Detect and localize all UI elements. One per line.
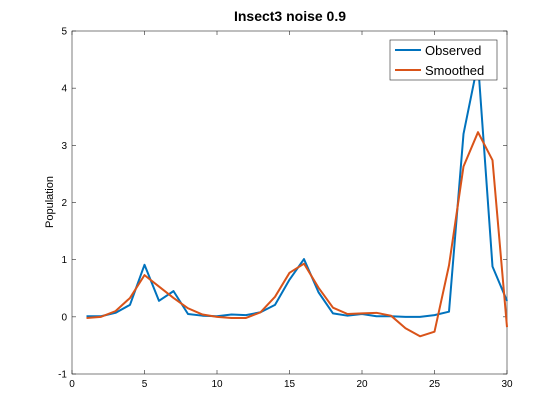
- series-line-smoothed: [86, 131, 508, 338]
- legend-box: [389, 39, 498, 81]
- y-tick-label: 1: [61, 255, 67, 266]
- y-tick-label: -1: [58, 370, 67, 381]
- x-tick-label: 25: [429, 379, 441, 390]
- plot-area: [71, 30, 508, 375]
- y-tick-label: 3: [61, 141, 67, 152]
- y-tick-label: 5: [61, 27, 67, 38]
- x-tick-label: 5: [142, 379, 148, 390]
- x-tick-label: 30: [501, 379, 513, 390]
- x-tick-label: 0: [69, 379, 75, 390]
- x-tick-label: 20: [356, 379, 368, 390]
- chart-title: Insect3 noise 0.9: [234, 8, 346, 24]
- legend-label-smoothed: Smoothed: [425, 63, 484, 78]
- y-tick-label: 4: [61, 84, 67, 95]
- x-tick-label: 10: [211, 379, 223, 390]
- y-tick-label: 2: [61, 198, 67, 209]
- series-lines: [86, 61, 508, 338]
- y-tick-label: 0: [61, 312, 67, 323]
- x-tick-label: 15: [284, 379, 296, 390]
- legend: Observed Smoothed: [389, 39, 498, 81]
- legend-label-observed: Observed: [425, 43, 481, 58]
- y-axis-label: Population: [44, 176, 56, 228]
